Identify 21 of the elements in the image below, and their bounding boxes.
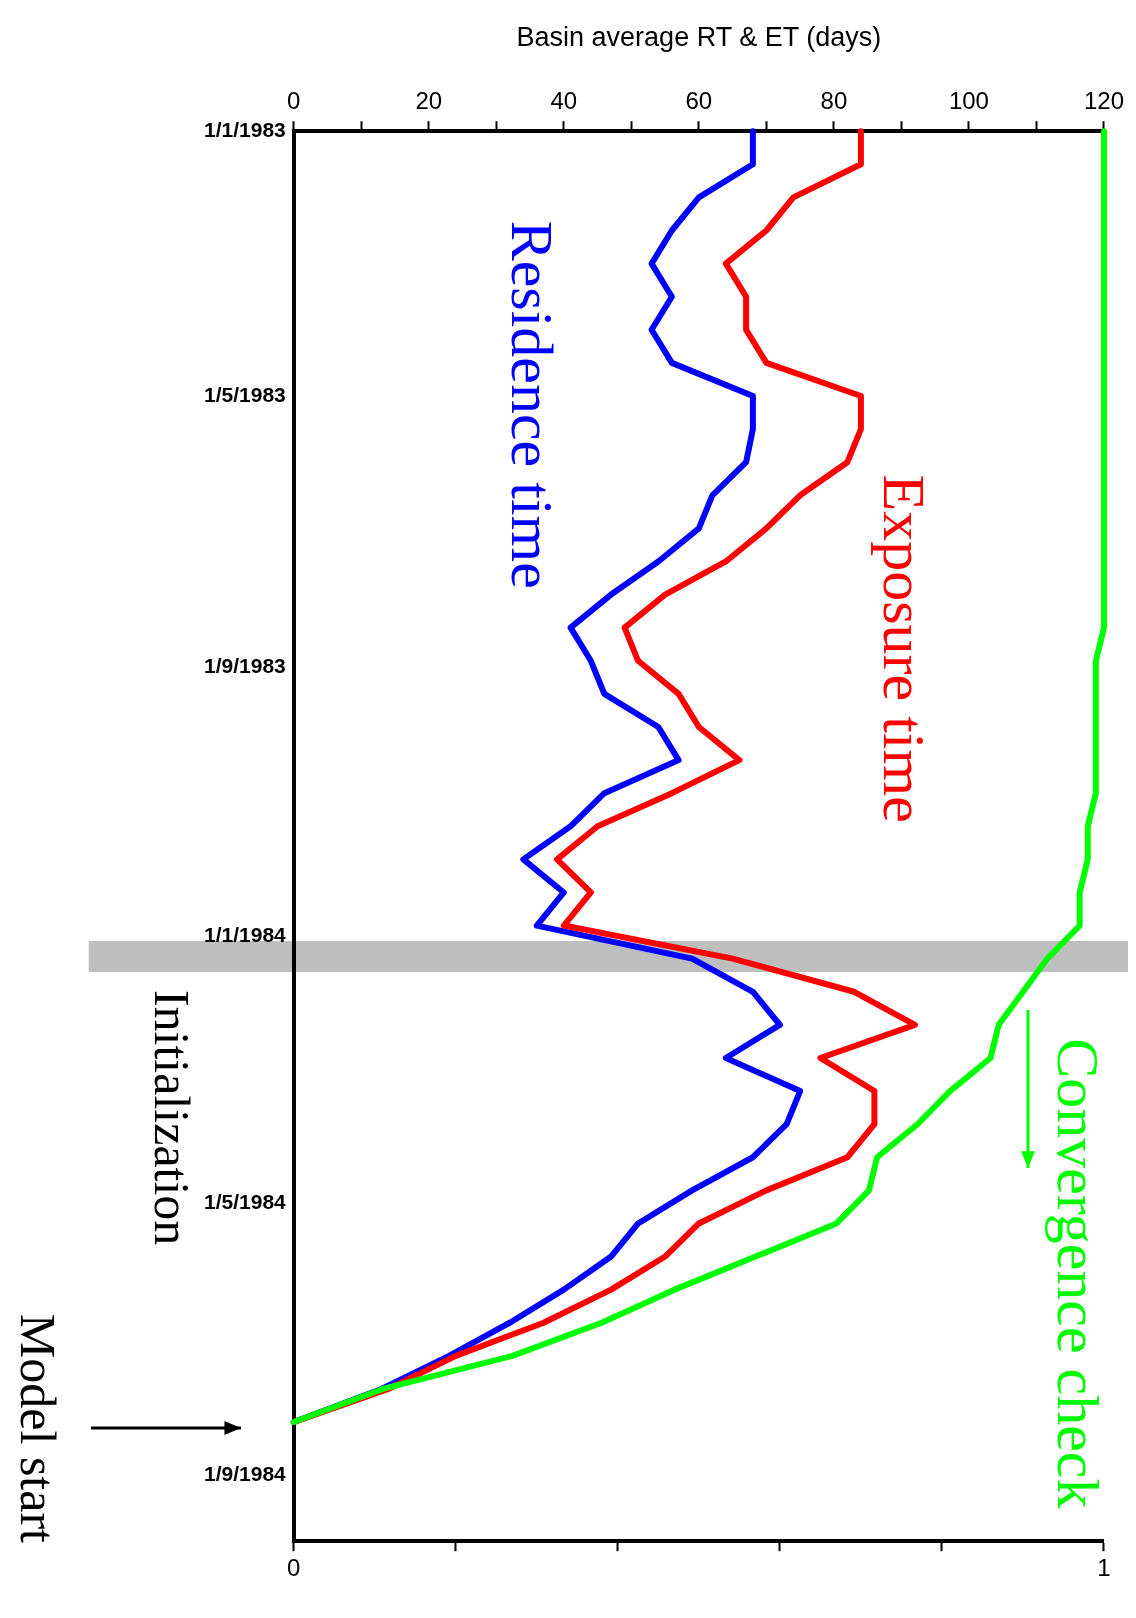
x-tick-label: 100 <box>948 87 989 115</box>
x-tick-label: 60 <box>685 87 713 115</box>
x2-tick-label: 0 <box>287 1554 301 1582</box>
x2-tick-label: 1 <box>1097 1554 1111 1582</box>
y-tick-label: 1/1/1984 <box>203 923 287 947</box>
x-tick-label: 20 <box>415 87 443 115</box>
text: Residence time <box>499 220 566 589</box>
x-tick-label: 120 <box>1083 87 1124 115</box>
band-label: Initialization <box>143 989 200 1246</box>
text: Convergence check <box>1045 1038 1112 1509</box>
y-tick-label: 1/9/1984 <box>203 1461 287 1485</box>
text: Exposure time <box>871 474 938 823</box>
x-tick-label: 40 <box>550 87 578 115</box>
x-tick-label: 0 <box>287 87 301 115</box>
x-tick-label: 80 <box>820 87 848 115</box>
y-tick-label: 1/9/1983 <box>203 654 286 678</box>
text: Model start <box>9 1313 66 1544</box>
x-axis-title: Basin average RT & ET (days) <box>516 21 882 52</box>
y-tick-label: 1/1/1983 <box>203 118 286 141</box>
y-tick-label: 1/5/1984 <box>203 1190 287 1214</box>
y-tick-label: 1/5/1983 <box>203 382 286 406</box>
